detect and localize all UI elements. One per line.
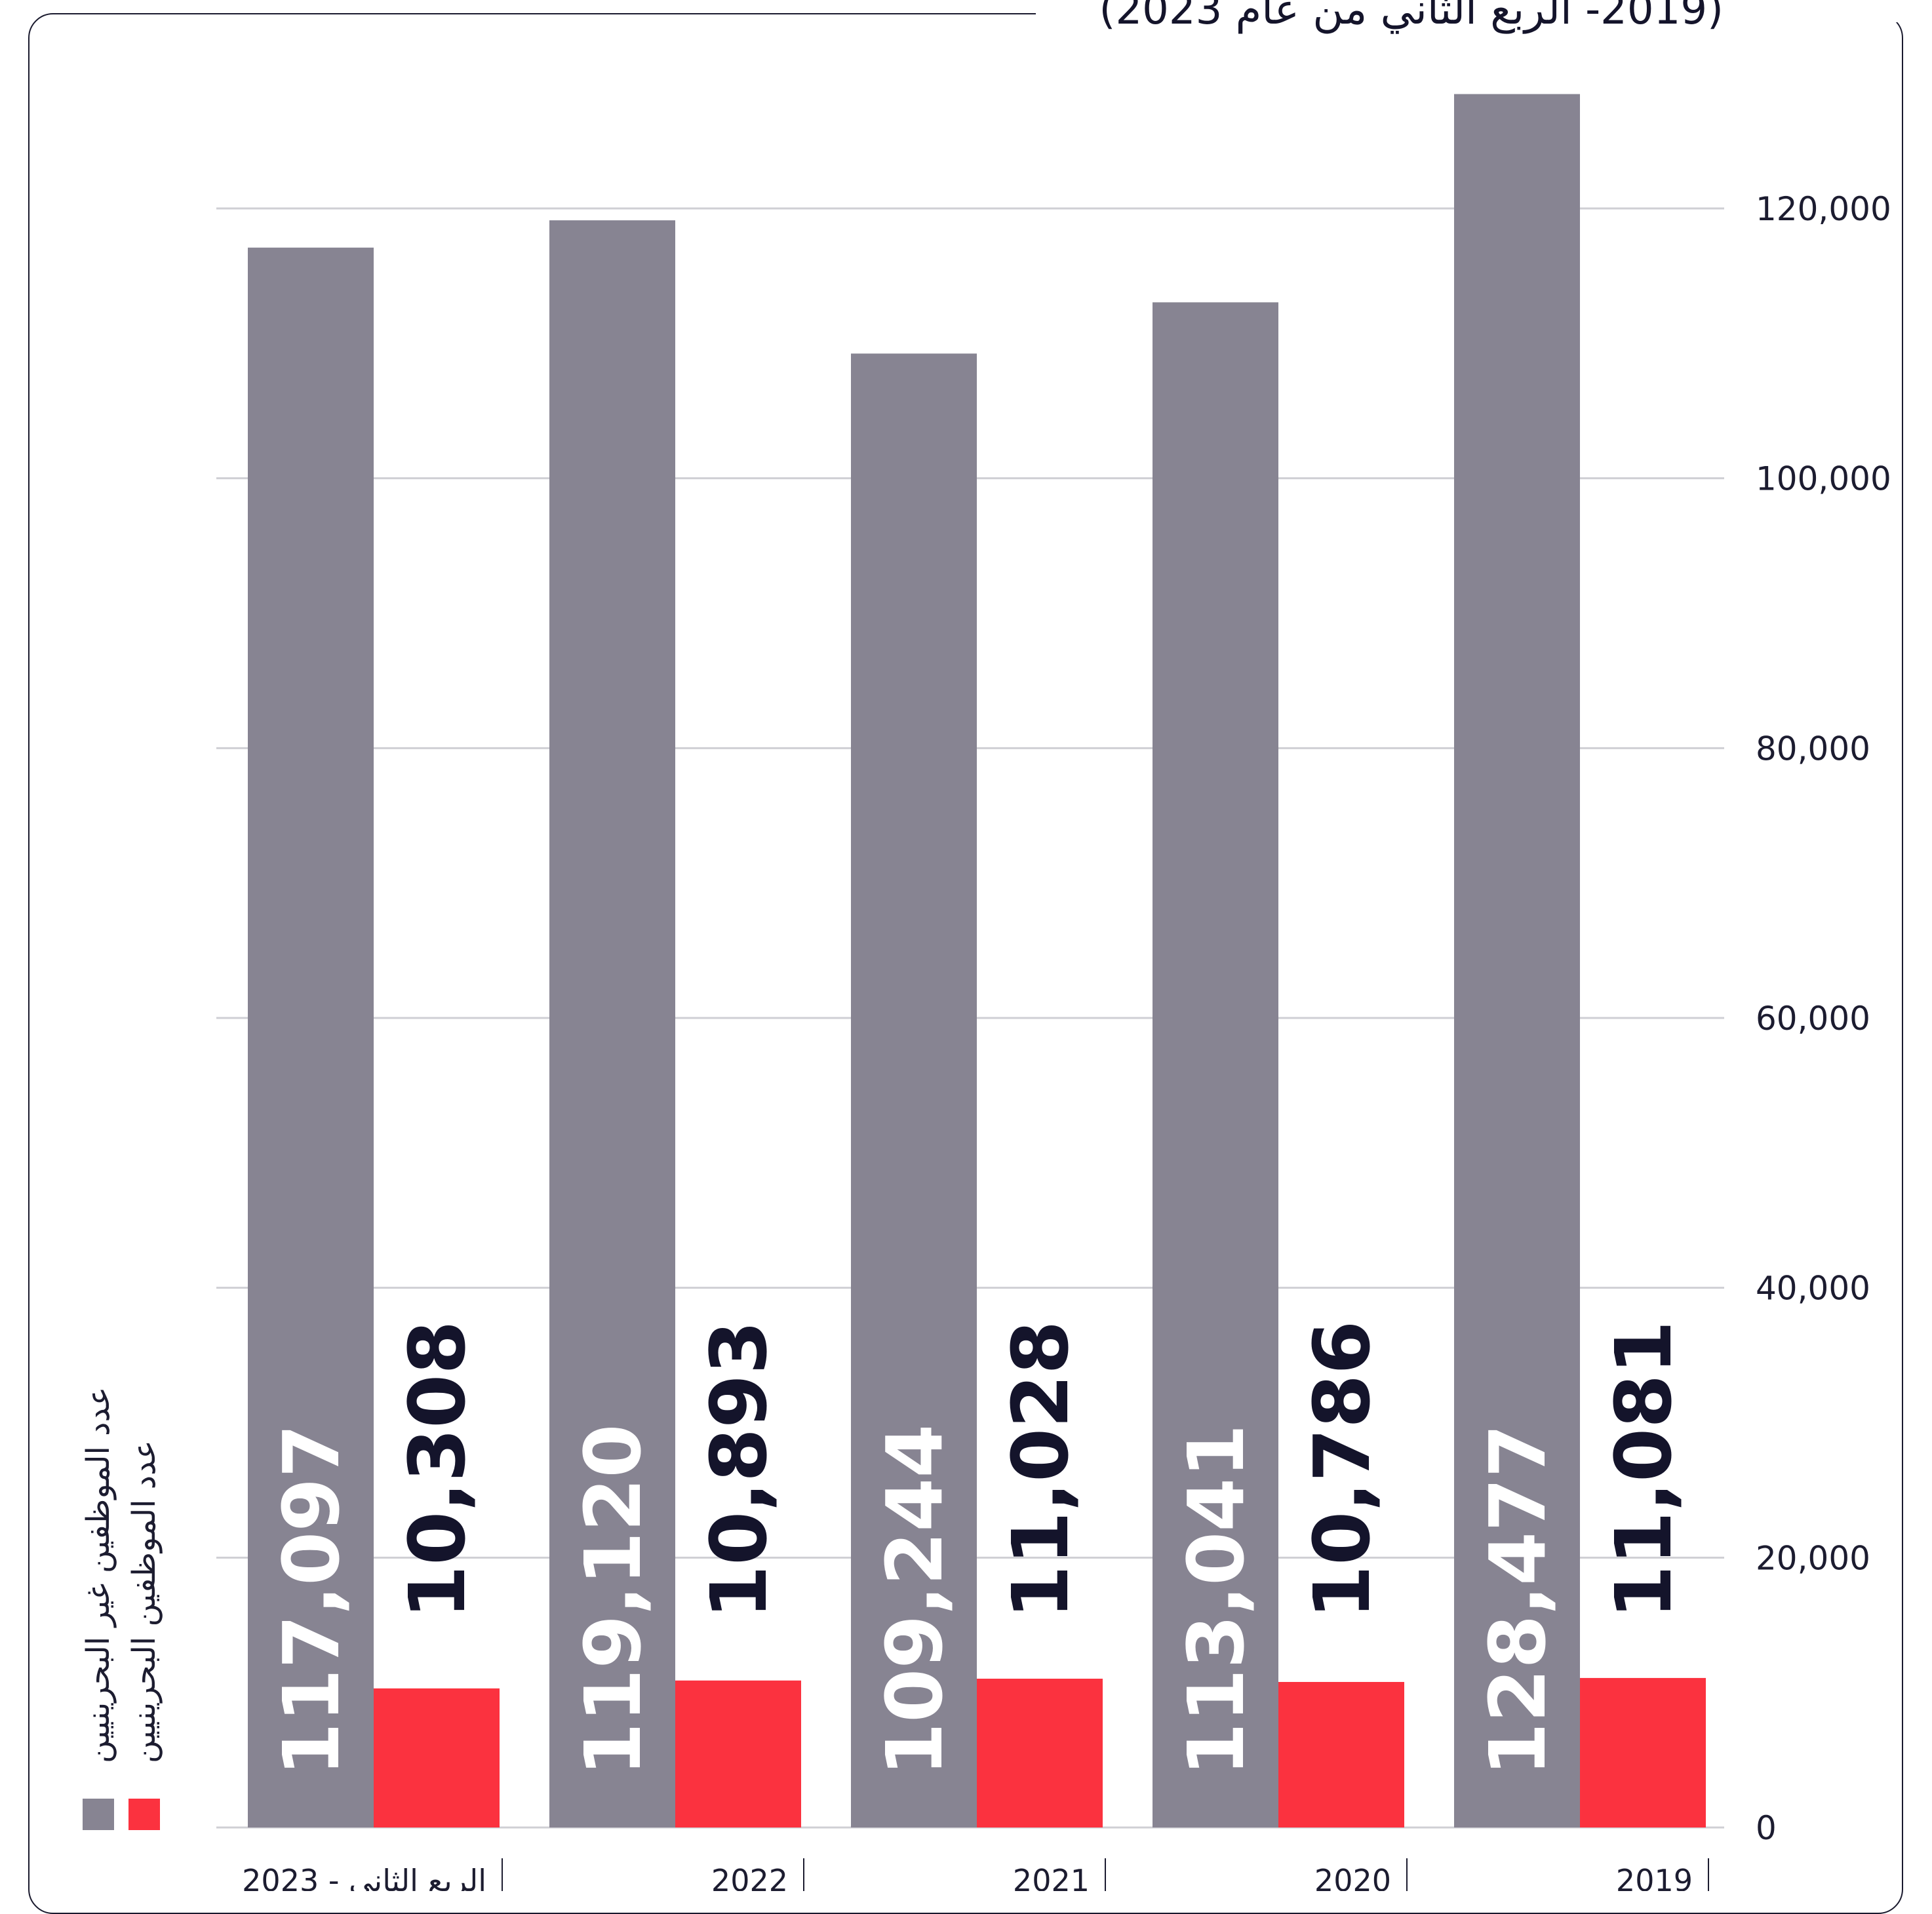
value-label-bahraini: 10,893 [694, 1321, 784, 1619]
value-label-bahraini: 11,081 [1598, 1321, 1689, 1619]
x-tick-label: 2020 [1314, 1863, 1391, 1891]
bar-bahraini [374, 1688, 500, 1827]
y-tick-label: 100,000 [1756, 460, 1891, 498]
legend-swatch-non-bahraini [83, 1799, 114, 1830]
bar-non-bahraini [549, 220, 675, 1828]
bar-bahraini [977, 1679, 1103, 1827]
x-tick-label: الربع الثاني - 2023 [242, 1863, 486, 1891]
bar-bahraini [1580, 1677, 1706, 1827]
x-tick-label: 2019 [1616, 1863, 1693, 1891]
y-tick-label: 120,000 [1756, 190, 1891, 228]
legend: عدد الموظفين غير البحرينيين عدد الموظفين… [80, 1331, 172, 1842]
bar-non-bahraini [1454, 94, 1580, 1827]
axes: 0 20,000 40,000 60,000 80,000 100,000 120,000 ا… [242, 190, 1891, 1891]
value-label-non-bahraini: 119,120 [568, 1424, 658, 1776]
x-tick-label: 2021 [1013, 1863, 1090, 1891]
y-tick-label: 40,000 [1756, 1270, 1870, 1308]
value-label-non-bahraini: 109,244 [869, 1424, 960, 1776]
value-labels: 117,097 10,308 119,120 10,893 109,244 11,028 1… [266, 1321, 1689, 1776]
bars [248, 94, 1706, 1828]
legend-label-bahraini: عدد الموظفين البحرينيين [126, 1439, 163, 1763]
frame-title-gap [1036, 7, 1932, 22]
y-tick-label: 20,000 [1756, 1539, 1870, 1577]
x-tick-label: 2022 [711, 1863, 788, 1891]
chart-subtitle: (2019- الربع الثاني من عام 2023) [1099, 0, 1724, 34]
value-label-non-bahraini: 117,097 [266, 1424, 357, 1776]
value-label-bahraini: 11,028 [995, 1321, 1086, 1619]
y-tick-label: 80,000 [1756, 730, 1870, 768]
bar-non-bahraini [851, 353, 977, 1828]
legend-label-non-bahraini: عدد الموظفين غير البحرينيين [80, 1386, 117, 1763]
y-tick-label: 0 [1756, 1809, 1777, 1847]
value-label-bahraini: 10,786 [1297, 1321, 1387, 1619]
bar-bahraini [1278, 1681, 1404, 1827]
y-tick-label: 60,000 [1756, 1000, 1870, 1038]
bar-non-bahraini [1153, 302, 1278, 1827]
value-label-non-bahraini: 113,041 [1171, 1424, 1261, 1776]
legend-swatch-bahraini [128, 1799, 160, 1830]
bar-bahraini [675, 1680, 801, 1827]
value-label-bahraini: 10,308 [392, 1321, 483, 1619]
value-label-non-bahraini: 128,477 [1472, 1424, 1563, 1776]
bar-non-bahraini [248, 247, 374, 1827]
